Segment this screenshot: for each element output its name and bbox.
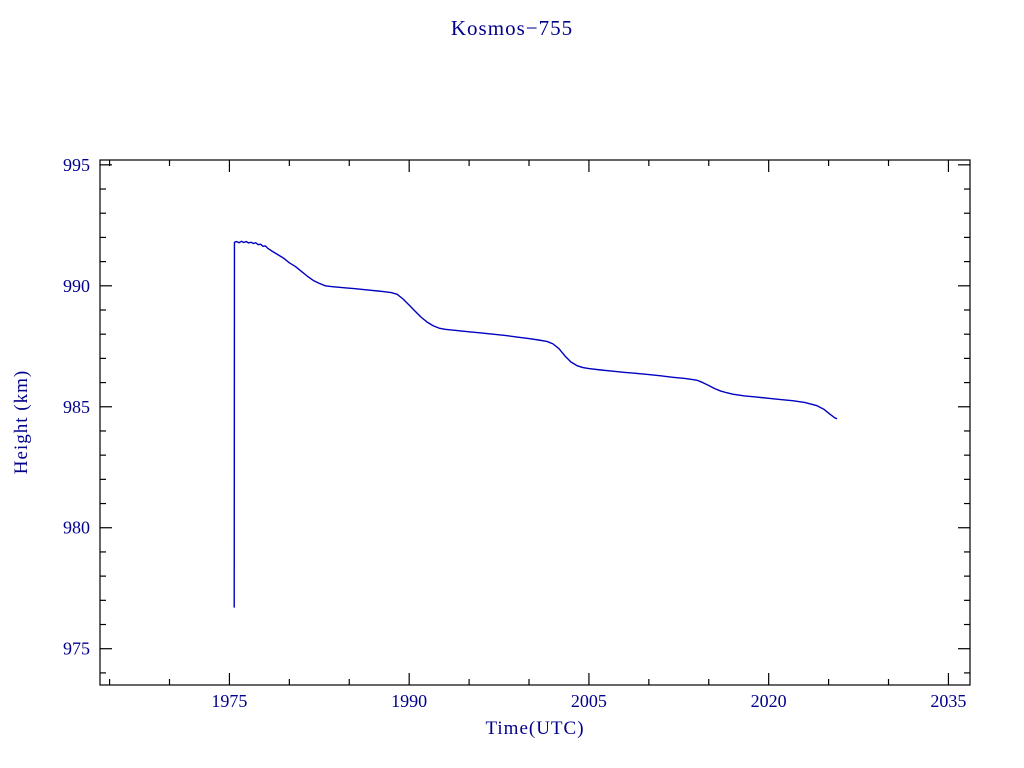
data-line [233, 240, 838, 608]
x-tick-label: 1975 [211, 691, 247, 711]
y-tick-label: 985 [63, 397, 90, 417]
y-tick-label: 975 [63, 639, 90, 659]
y-tick-label: 990 [63, 276, 90, 296]
chart-title: Kosmos−755 [450, 16, 574, 40]
y-tick-label: 995 [63, 155, 90, 175]
x-tick-label: 2005 [571, 691, 607, 711]
x-axis-label: Time(UTC) [485, 718, 585, 739]
x-tick-label: 2020 [751, 691, 787, 711]
plot-frame [99, 159, 971, 686]
x-tick-label: 2035 [930, 691, 966, 711]
x-tick-label: 1990 [391, 691, 427, 711]
y-tick-label: 980 [63, 518, 90, 538]
